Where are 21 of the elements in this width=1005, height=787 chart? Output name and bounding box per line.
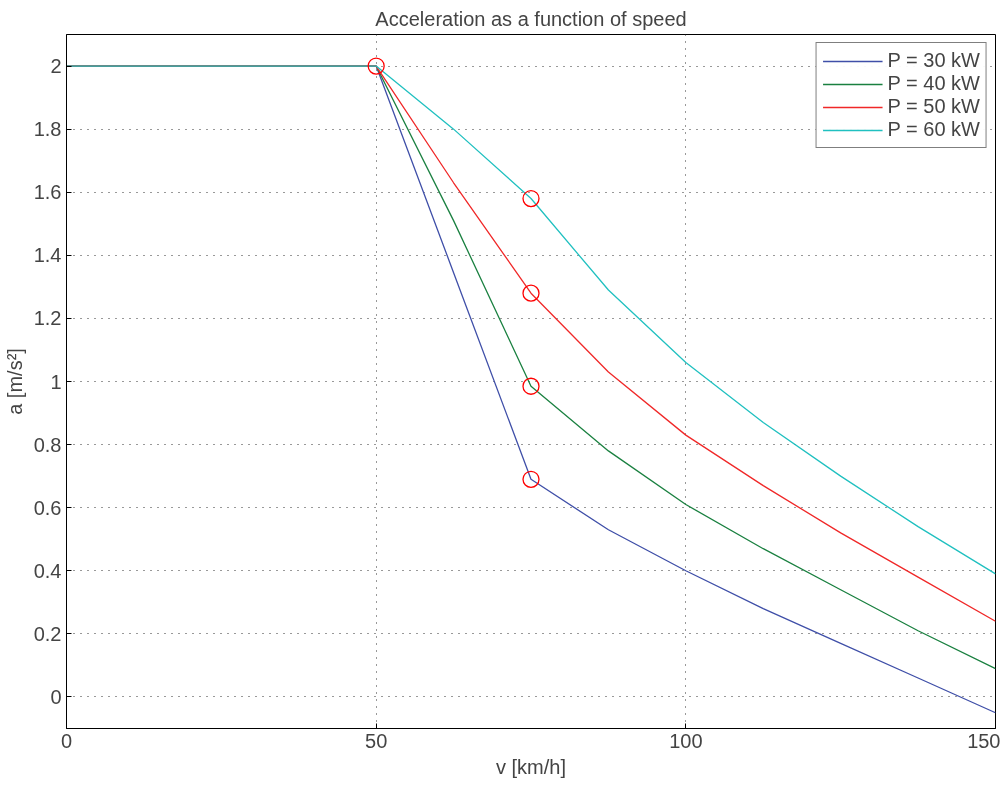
y-tick-label: 0 [50,685,62,708]
y-axis-title: a [m/s²] [3,348,26,415]
y-tick-label: 1.4 [33,244,62,267]
legend-label: P = 50 kW [887,95,980,118]
x-tick-label: 150 [967,729,1001,752]
chart-title: Acceleration as a function of speed [375,7,687,30]
y-tick-label: 1.6 [33,181,62,204]
y-tick-label: 0.2 [33,622,62,645]
y-tick-label: 0.8 [33,433,62,456]
y-tick-label: 1 [50,370,62,393]
legend-label: P = 60 kW [887,118,980,141]
legend-label: P = 30 kW [887,49,980,72]
x-tick-label: 50 [365,729,388,752]
x-axis-title: v [km/h] [496,755,567,778]
y-tick-label: 0.6 [33,496,62,519]
y-tick-label: 1.2 [33,307,62,330]
legend-label: P = 40 kW [887,72,980,95]
x-tick-label: 100 [669,729,703,752]
y-tick-label: 0.4 [33,559,62,582]
y-tick-label: 2 [50,55,62,78]
y-tick-label: 1.8 [33,118,62,141]
